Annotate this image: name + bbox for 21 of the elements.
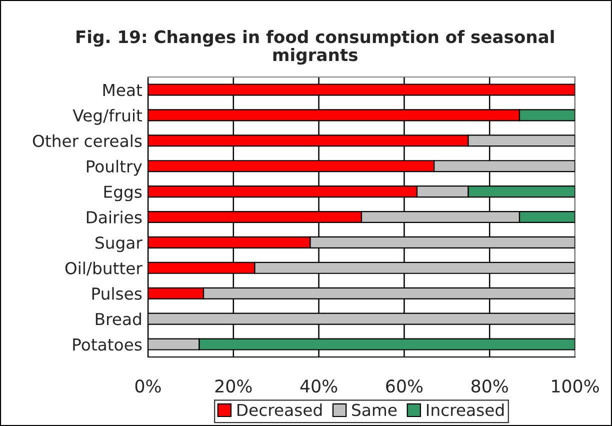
- legend-label: Same: [352, 404, 397, 416]
- x-tick-label: 20%: [215, 380, 252, 393]
- y-tick-label: Oil/butter: [65, 262, 142, 276]
- x-tick-label: 100%: [552, 380, 599, 393]
- legend-label: Increased: [426, 403, 504, 416]
- x-tick-label: 60%: [386, 380, 423, 393]
- y-tick-label: Meat: [103, 84, 142, 96]
- chart-title: Fig. 19: Changes in food consumption of seasonal migrants: [76, 30, 554, 65]
- y-tick-label: Other cereals: [32, 134, 142, 148]
- y-tick-label: Poultry: [86, 160, 142, 176]
- y-tick-label: Eggs: [104, 186, 142, 202]
- y-tick-label: Veg/fruit: [72, 108, 142, 125]
- x-tick-label: 0%: [135, 380, 161, 393]
- y-tick-label: Potatoes: [73, 338, 142, 351]
- legend-label: Decreased: [238, 403, 322, 416]
- y-tick-label: Dairies: [86, 210, 142, 224]
- y-tick-label: Pulses: [92, 287, 142, 300]
- y-tick-label: Bread: [96, 312, 141, 326]
- y-tick-label: Sugar: [96, 236, 142, 252]
- x-tick-label: 80%: [471, 380, 508, 393]
- x-tick-label: 40%: [300, 380, 338, 393]
